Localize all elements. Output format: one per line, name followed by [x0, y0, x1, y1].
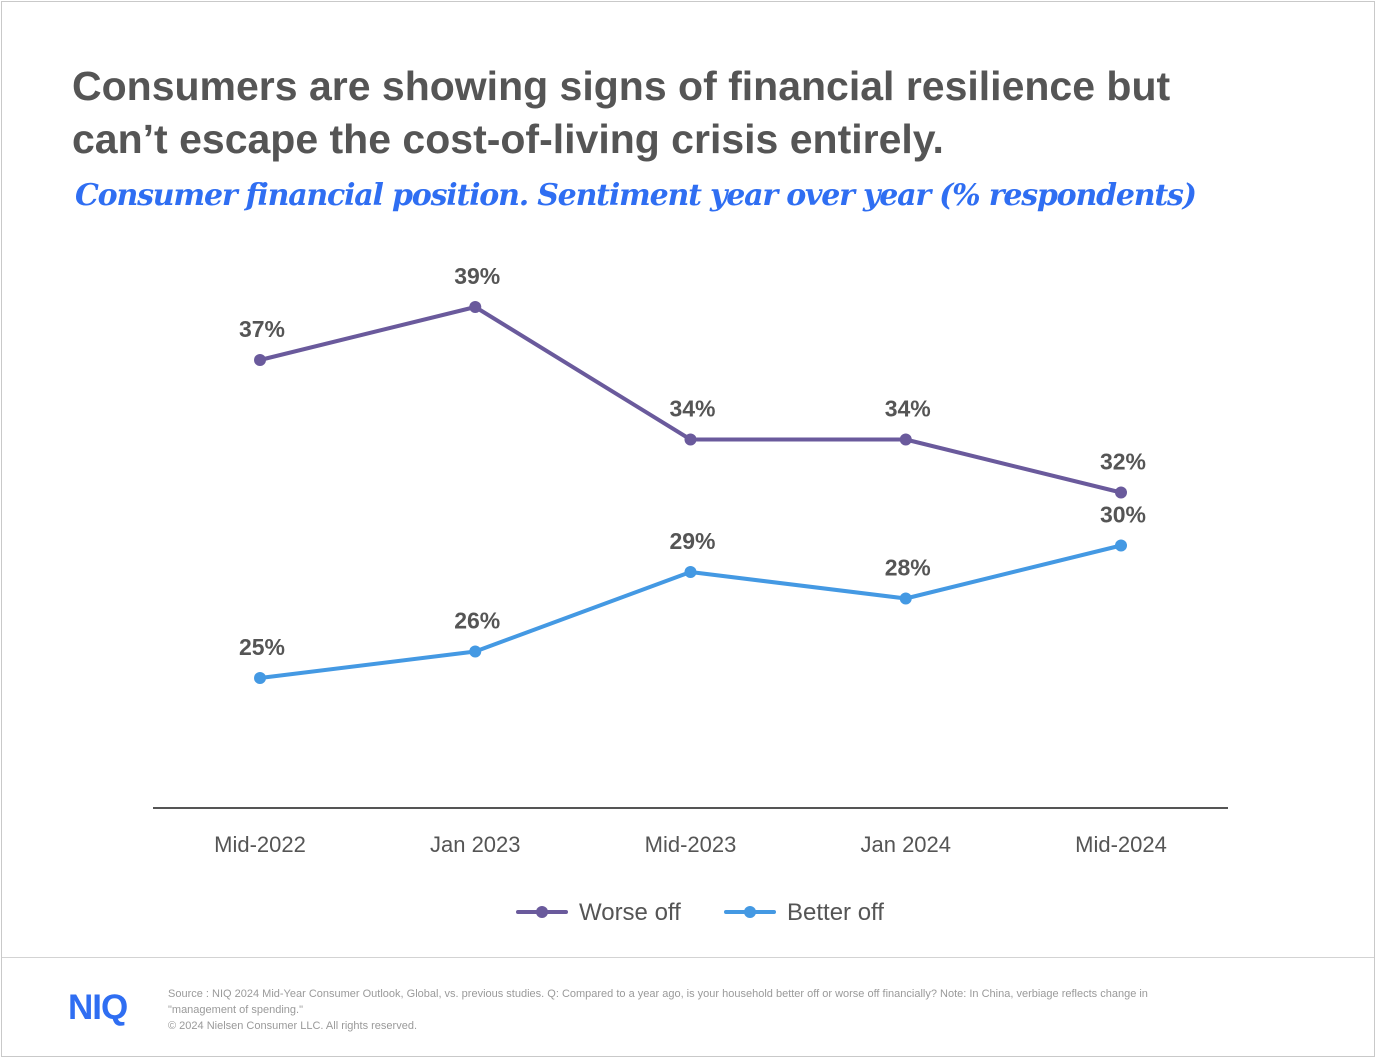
data-label: 28% — [885, 555, 931, 581]
data-label: 39% — [454, 263, 500, 289]
source-text: Source : NIQ 2024 Mid-Year Consumer Outl… — [168, 988, 1148, 1016]
data-label: 25% — [239, 634, 285, 660]
data-point — [469, 645, 482, 658]
data-point — [899, 433, 912, 446]
x-tick-label: Jan 2024 — [860, 832, 951, 857]
data-point — [254, 672, 266, 684]
legend-label: Better off — [787, 899, 884, 926]
data-point — [899, 592, 912, 605]
niq-logo: NIQ — [68, 988, 128, 1027]
page-title: Consumers are showing signs of financial… — [72, 63, 1171, 162]
data-point — [469, 301, 482, 313]
data-point — [254, 354, 266, 366]
data-label: 34% — [669, 396, 715, 422]
data-label: 29% — [669, 528, 715, 554]
data-label: 37% — [239, 316, 285, 342]
data-label: 30% — [1100, 502, 1146, 528]
x-tick-label: Mid-2023 — [645, 832, 737, 857]
legend-marker — [536, 906, 548, 918]
data-point — [684, 566, 697, 578]
x-tick-label: Mid-2024 — [1075, 832, 1167, 857]
data-label: 32% — [1100, 449, 1146, 475]
data-label: 34% — [885, 396, 931, 422]
data-point — [684, 433, 697, 446]
copyright-text: © 2024 Nielsen Consumer LLC. All rights … — [168, 1020, 417, 1032]
chart-subtitle: Consumer financial position. Sentiment y… — [75, 178, 1197, 213]
footer-divider — [2, 957, 1374, 958]
source-note: Source : NIQ 2024 Mid-Year Consumer Outl… — [168, 986, 1208, 1034]
data-point — [1115, 486, 1127, 499]
legend-label: Worse off — [579, 899, 681, 926]
x-tick-label: Jan 2023 — [430, 832, 521, 857]
x-tick-label: Mid-2022 — [214, 832, 306, 857]
legend-item: Worse off — [516, 899, 681, 926]
series-line-better-off — [259, 543, 1122, 680]
legend-item: Better off — [724, 899, 884, 926]
legend-marker — [744, 906, 756, 918]
data-label: 26% — [454, 608, 500, 634]
data-point — [1115, 539, 1127, 552]
